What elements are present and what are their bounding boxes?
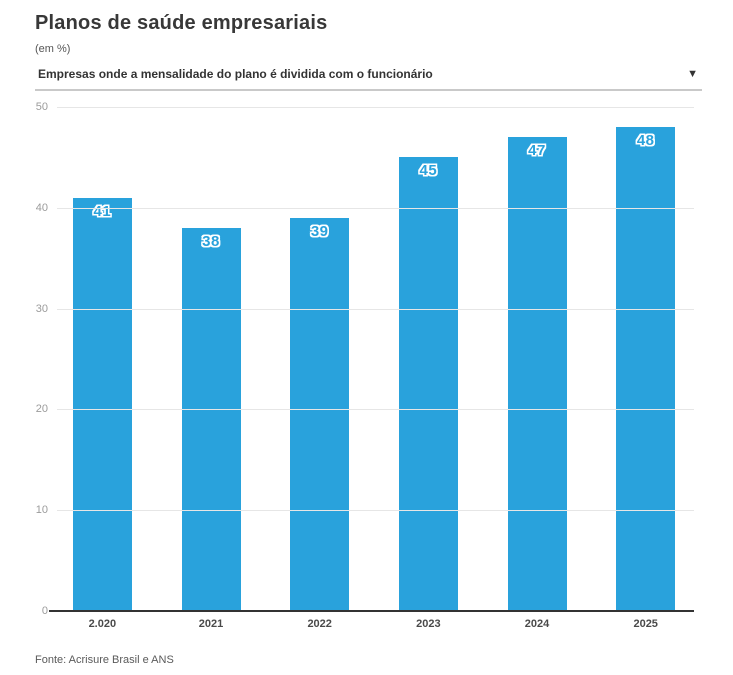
bar-slot-2025: 48	[591, 107, 700, 611]
y-tick-label-0: 0	[41, 605, 48, 617]
gridline-40	[57, 207, 694, 209]
chevron-down-icon: ▼	[687, 67, 698, 80]
x-tick-label-2021: 2021	[198, 618, 224, 630]
bar-slot-2024: 47	[483, 107, 592, 611]
y-tick-label-50: 50	[35, 101, 48, 113]
bar-chart-plot-area: 41 38 39 45 47 48 0 10 20 30 40 50	[0, 101, 733, 617]
x-axis-labels: 2.020 2021 2022 2023 2024 2025	[48, 618, 700, 630]
bar-value-label: 47	[528, 142, 546, 160]
x-tick-label-2024: 2024	[524, 618, 550, 630]
chart-unit-subtitle: (em %)	[35, 43, 71, 55]
gridline-20	[57, 409, 694, 411]
gridline-50	[57, 107, 694, 108]
bar-2023: 45	[398, 157, 458, 611]
x-axis-baseline	[49, 610, 694, 612]
bar-2022: 39	[290, 217, 350, 611]
bar-value-label: 48	[636, 132, 655, 150]
gridline-10	[57, 510, 694, 512]
series-selector-dropdown[interactable]: Empresas onde a mensalidade do plano é d…	[35, 67, 702, 91]
bar-2025: 48	[616, 127, 676, 611]
x-tick-label-2.020: 2.020	[88, 618, 117, 630]
bar-value-label: 39	[310, 222, 329, 240]
bar-value-label: 38	[202, 232, 220, 250]
y-tick-label-40: 40	[35, 201, 48, 214]
bar-2021: 38	[181, 227, 241, 611]
bar-slot-2023: 45	[374, 107, 483, 611]
x-tick-label-2025: 2025	[633, 618, 658, 630]
y-tick-label-10: 10	[35, 504, 48, 517]
bar-2024: 47	[507, 137, 567, 611]
bar-slot-2.020: 41	[48, 107, 157, 611]
bar-value-label: 41	[93, 202, 112, 220]
source-note: Fonte: Acrisure Brasil e ANS	[35, 654, 174, 666]
bar-2.020: 41	[72, 197, 132, 611]
page-title: Planos de saúde empresariais	[35, 12, 328, 34]
series-selector-label: Empresas onde a mensalidade do plano é d…	[38, 67, 433, 81]
x-tick-label-2023: 2023	[416, 618, 441, 630]
bar-slot-2022: 39	[265, 107, 374, 611]
y-tick-label-30: 30	[35, 302, 48, 315]
y-tick-label-20: 20	[35, 403, 48, 416]
bar-slot-2021: 38	[157, 107, 266, 611]
x-tick-label-2022: 2022	[307, 618, 332, 630]
bars-container: 41 38 39 45 47 48	[48, 107, 700, 611]
bar-value-label: 45	[419, 162, 438, 180]
gridline-30	[57, 308, 694, 310]
